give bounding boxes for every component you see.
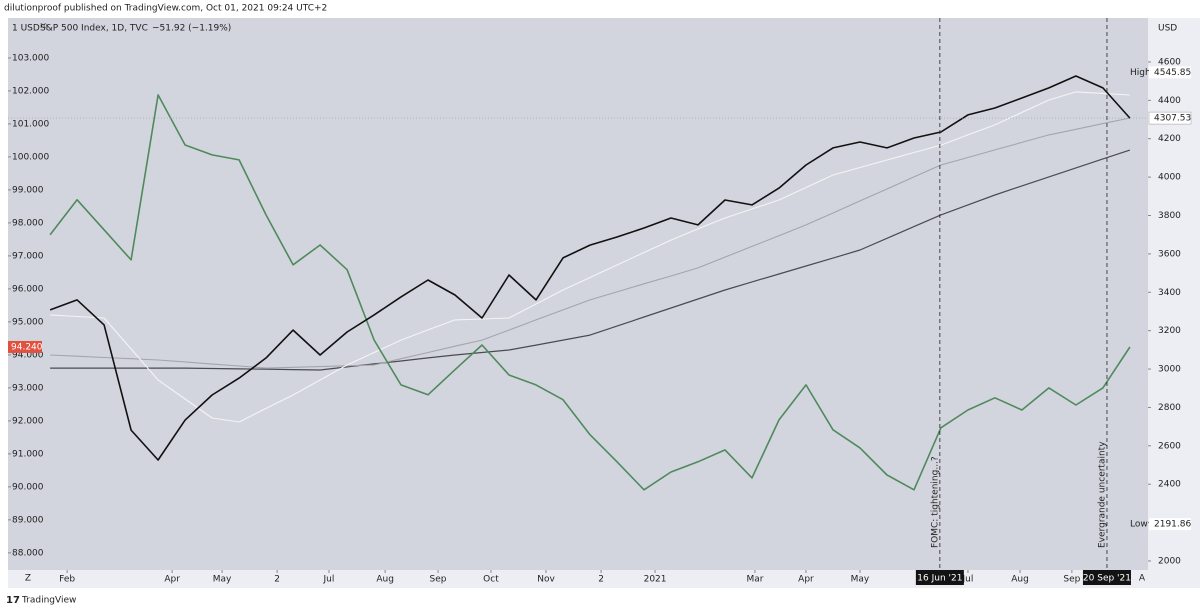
event-note: Evergrande uncertainty <box>1097 441 1107 548</box>
left-tick-label: 97.000 <box>12 251 44 261</box>
right-tick-label: 3600 <box>1158 249 1181 259</box>
right-tick-label: 2600 <box>1158 441 1181 451</box>
dxy-price-label: 94.240 <box>11 342 43 352</box>
series-line <box>50 149 1131 371</box>
left-tick-label: 90.000 <box>12 482 44 492</box>
time-tick-label: Jul <box>962 575 974 585</box>
dxy-price-badge <box>8 340 42 353</box>
time-tick-label: Mar <box>746 575 763 585</box>
time-tick-label: Sep <box>430 575 447 585</box>
low-label: Low <box>1130 520 1148 530</box>
right-tick-label: 4400 <box>1158 96 1181 106</box>
time-axis-background <box>8 570 1148 588</box>
time-tick-label: Nov <box>537 575 555 585</box>
zoom-button[interactable]: Z <box>25 574 31 584</box>
series-line <box>50 91 1130 423</box>
left-tick-label: 88.000 <box>12 548 44 558</box>
high-label: High <box>1130 68 1151 78</box>
right-tick-label: 2000 <box>1158 556 1181 566</box>
event-date: 20 Sep '21 <box>1083 574 1131 584</box>
time-tick-label: Apr <box>798 575 814 585</box>
right-tick-label: 2800 <box>1158 403 1181 413</box>
event-date-badge <box>915 570 964 585</box>
series-line <box>49 94 1131 491</box>
left-tick-label: 98.000 <box>12 218 44 228</box>
time-tick-label: Jul <box>323 575 335 585</box>
time-tick-label: Sep <box>1063 575 1080 585</box>
auto-button[interactable]: A <box>1139 574 1146 584</box>
legend-symbol: S&P 500 Index, 1D, TVC <box>40 24 148 34</box>
time-tick-label: May <box>213 575 232 585</box>
series-line <box>49 75 1131 461</box>
left-tick-label: 103.000 <box>12 53 49 63</box>
left-tick-label: 96.000 <box>12 284 44 294</box>
legend-change: −51.92 (−1.19%) <box>152 24 231 34</box>
left-tick-label: 102.000 <box>12 86 49 96</box>
left-unit: 1 USD¹⁰ <box>12 24 47 34</box>
right-tick-label: 3800 <box>1158 211 1181 221</box>
left-tick-label: 94.000 <box>12 350 44 360</box>
time-tick-label: 2 <box>274 575 280 585</box>
left-tick-label: 100.000 <box>12 152 49 162</box>
right-tick-label: 4000 <box>1158 173 1181 183</box>
left-tick-label: 99.000 <box>12 185 44 195</box>
event-date: 16 Jun '21 <box>917 574 962 584</box>
low-badge <box>1149 518 1191 531</box>
time-tick-label: Oct <box>483 575 499 585</box>
left-tick-label: 92.000 <box>12 416 44 426</box>
event-date-badge <box>1082 570 1131 585</box>
right-unit: USD <box>1158 24 1177 34</box>
right-tick-label: 3000 <box>1158 365 1181 375</box>
plot-background <box>8 18 1148 570</box>
high-badge <box>1149 66 1191 79</box>
last-price-badge <box>1148 111 1192 125</box>
right-tick-label: 4600 <box>1158 57 1181 67</box>
time-tick-label: 2 <box>598 575 604 585</box>
last-price-label: 4307.53 <box>1154 114 1191 124</box>
right-tick-label: 3200 <box>1158 326 1181 336</box>
left-tick-label: 95.000 <box>12 317 44 327</box>
logo-mark: 17 <box>6 595 20 606</box>
header: dilutionproof published on TradingView.c… <box>4 4 327 14</box>
left-tick-label: 91.000 <box>12 449 44 459</box>
low-value: 2191.86 <box>1154 520 1191 530</box>
time-tick-label: Apr <box>164 575 180 585</box>
time-tick-label: Feb <box>59 575 75 585</box>
time-tick-label: 2021 <box>644 575 667 585</box>
time-tick-label: Aug <box>1011 575 1029 585</box>
high-value: 4545.85 <box>1154 68 1191 78</box>
left-tick-label: 101.000 <box>12 119 49 129</box>
series-line <box>50 117 1131 369</box>
time-tick-label: May <box>851 575 870 585</box>
right-tick-label: 2400 <box>1158 480 1181 490</box>
event-note: FOMC: tightening...? <box>930 456 940 548</box>
left-tick-label: 93.000 <box>12 383 44 393</box>
left-tick-label: 89.000 <box>12 515 44 525</box>
logo: 17 TradingView <box>6 595 76 606</box>
right-tick-label: 3400 <box>1158 288 1181 298</box>
right-tick-label: 4200 <box>1158 134 1181 144</box>
footer: TradingView <box>21 596 76 606</box>
time-tick-label: Aug <box>376 575 394 585</box>
